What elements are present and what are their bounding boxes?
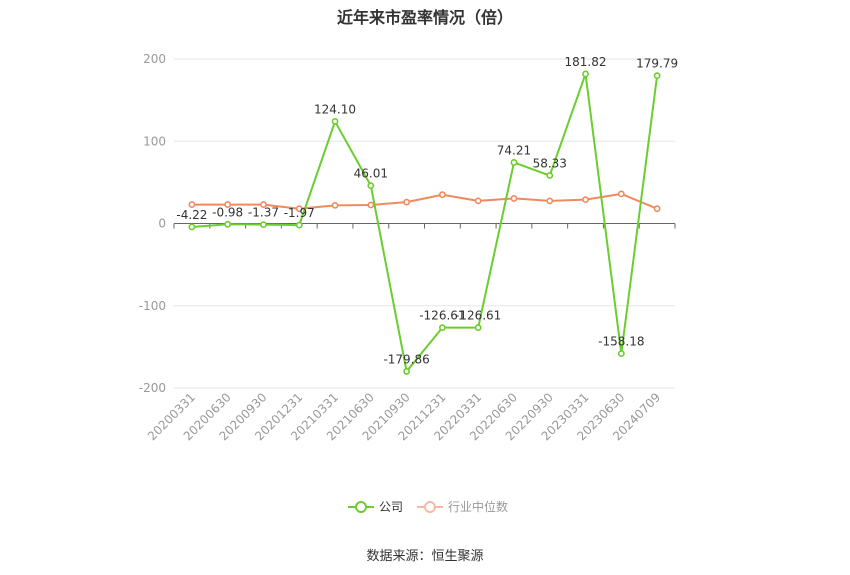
data-labels: -4.22 -0.98 -1.37 -1.97 124.10 46.01 -179.86 -1… <box>176 55 678 366</box>
point-company <box>510 159 518 166</box>
grid-lines <box>174 58 675 389</box>
legend-industry-label: 行业中位数 <box>448 500 509 514</box>
series-line-company <box>191 72 659 373</box>
legend-industry-swatch-icon <box>417 500 444 513</box>
point-industry <box>438 191 446 199</box>
data-label: 46.01 <box>354 167 388 181</box>
point-company <box>367 182 375 190</box>
legend-company-label: 公司 <box>379 500 404 514</box>
y-tick-label: 0 <box>158 217 166 231</box>
point-company <box>331 118 339 125</box>
data-label: -1.97 <box>284 206 315 220</box>
point-industry <box>331 202 339 209</box>
point-company <box>188 223 196 231</box>
point-industry <box>367 201 375 209</box>
point-company <box>617 350 625 358</box>
legend-company-swatch-icon <box>348 500 374 513</box>
point-industry <box>295 205 303 213</box>
point-industry <box>546 197 554 205</box>
point-industry <box>260 201 267 208</box>
point-company <box>403 368 411 375</box>
data-label: -126.61 <box>455 309 501 323</box>
point-company <box>653 72 661 80</box>
source-note: 数据来源：恒生聚源 <box>366 549 484 564</box>
series-line-industry <box>191 192 658 210</box>
y-tick-label: 100 <box>143 134 166 148</box>
y-tick-label: -200 <box>139 381 166 395</box>
point-industry <box>474 197 482 205</box>
legend-item-industry[interactable]: 行业中位数 <box>417 498 508 515</box>
point-industry <box>582 196 589 204</box>
point-company <box>295 221 303 229</box>
y-tick-label: -100 <box>139 299 166 313</box>
legend: 公司 行业中位数 <box>348 498 522 515</box>
point-company <box>582 70 589 78</box>
axes: 2001000-100-2002020033120200630202009302… <box>139 52 676 443</box>
point-industry <box>403 198 411 206</box>
data-label: -179.86 <box>383 352 429 366</box>
data-label: 74.21 <box>497 143 531 157</box>
point-company <box>224 220 232 228</box>
point-industry <box>510 195 518 202</box>
y-tick-label: 200 <box>143 52 166 66</box>
data-label: -158.18 <box>598 335 644 349</box>
point-industry <box>224 201 232 208</box>
series <box>188 70 661 375</box>
data-label: -1.37 <box>248 206 279 220</box>
data-label: 124.10 <box>314 102 356 116</box>
point-industry <box>653 205 661 213</box>
data-label: -4.22 <box>176 208 207 222</box>
data-label: -126.61 <box>419 309 465 323</box>
legend-item-company[interactable]: 公司 <box>348 498 403 515</box>
chart-title: 近年来市盈率情况（倍） <box>336 8 513 27</box>
point-company <box>546 172 554 179</box>
point-company <box>438 324 446 332</box>
data-label: 58.33 <box>533 157 567 171</box>
data-label: -0.98 <box>212 205 243 219</box>
point-company <box>260 221 267 229</box>
point-industry <box>617 190 625 198</box>
data-label: 181.82 <box>565 55 607 69</box>
point-industry <box>188 201 196 208</box>
point-company <box>474 324 482 332</box>
data-label: 179.79 <box>636 57 678 71</box>
